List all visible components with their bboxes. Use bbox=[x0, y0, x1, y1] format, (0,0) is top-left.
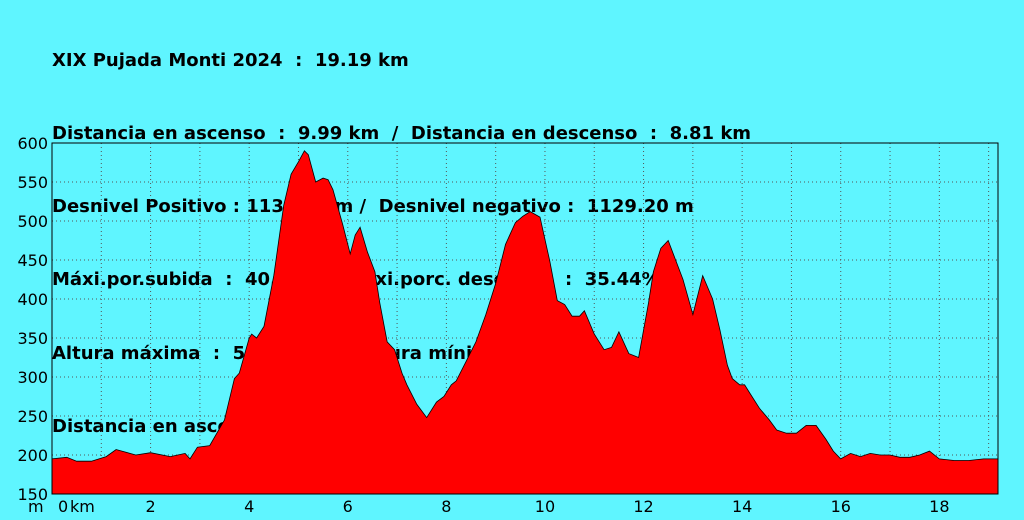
x-tick-labels: 0 2 4 6 8 10 12 14 16 18 bbox=[58, 497, 950, 516]
x-tick-label: 0 bbox=[58, 497, 68, 516]
y-tick-label: 600 bbox=[17, 134, 48, 153]
y-tick-label: 150 bbox=[17, 485, 48, 504]
y-tick-label: 200 bbox=[17, 446, 48, 465]
x-tick-label: 4 bbox=[244, 497, 254, 516]
x-axis-unit: km bbox=[70, 497, 95, 516]
elevation-area bbox=[51, 150, 999, 495]
x-tick-label: 10 bbox=[535, 497, 555, 516]
y-tick-label: 550 bbox=[17, 173, 48, 192]
y-axis-unit: m bbox=[28, 497, 44, 516]
x-tick-label: 6 bbox=[343, 497, 353, 516]
x-tick-label: 8 bbox=[441, 497, 451, 516]
x-tick-label: 18 bbox=[929, 497, 949, 516]
y-tick-labels: 150 200 250 300 350 400 450 500 550 600 bbox=[17, 134, 48, 504]
stats-line-distance: Distancia en ascenso : 9.99 km / Distanc… bbox=[52, 123, 752, 145]
x-tick-label: 12 bbox=[633, 497, 653, 516]
x-tick-label: 2 bbox=[145, 497, 155, 516]
y-tick-label: 300 bbox=[17, 368, 48, 387]
y-tick-label: 450 bbox=[17, 251, 48, 270]
y-tick-label: 350 bbox=[17, 329, 48, 348]
stats-line-title: XIX Pujada Monti 2024 : 19.19 km bbox=[52, 49, 409, 71]
x-tick-label: 14 bbox=[732, 497, 752, 516]
y-tick-label: 500 bbox=[17, 212, 48, 231]
x-tick-label: 16 bbox=[831, 497, 851, 516]
y-tick-label: 400 bbox=[17, 290, 48, 309]
y-tick-label: 250 bbox=[17, 407, 48, 426]
plot-frame bbox=[51, 142, 999, 495]
